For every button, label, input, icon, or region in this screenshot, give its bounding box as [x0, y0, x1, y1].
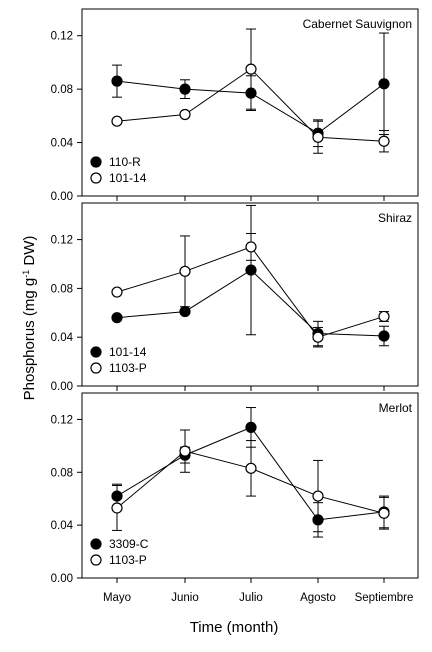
x-tick-label: Agosto — [300, 592, 336, 604]
legend-label: 3309-C — [109, 537, 149, 551]
data-point — [111, 490, 123, 502]
panel-title: Shiraz — [378, 211, 412, 225]
data-point — [312, 331, 324, 343]
data-point — [312, 131, 324, 143]
legend-label: 101-14 — [109, 345, 147, 359]
data-point — [179, 83, 191, 95]
legend-marker — [90, 156, 102, 168]
legend-marker — [90, 362, 102, 374]
y-tick-label: 0.12 — [51, 31, 73, 43]
data-point — [312, 514, 324, 526]
legend-marker — [90, 538, 102, 550]
y-tick-label: 0.04 — [51, 520, 74, 532]
legend-marker — [90, 172, 102, 184]
legend-label: 1103-P — [109, 553, 147, 567]
data-point — [245, 87, 257, 99]
data-point — [378, 330, 390, 342]
panels: 0.00 0.04 0.08 0.12 Cabernet Sauvignon 110-R 1… — [51, 8, 419, 604]
data-point — [378, 135, 390, 147]
x-tick-label: Septiembre — [355, 592, 414, 604]
legend-marker — [90, 346, 102, 358]
y-tick-label: 0.08 — [51, 283, 73, 295]
x-tick-label: Mayo — [103, 592, 131, 604]
y-tick-label: 0.00 — [51, 573, 73, 585]
x-axis-title: Time (month) — [190, 619, 279, 636]
panel-3: 0.00 0.04 0.08 0.12 Mayo Junio Julio Agosto Sept… — [51, 392, 419, 604]
x-tick-label: Junio — [171, 592, 199, 604]
plot-frame — [81, 202, 419, 387]
data-point — [378, 78, 390, 90]
y-axis-title-main: Phosphorus (mg g — [21, 278, 38, 401]
data-point — [378, 507, 390, 519]
data-point — [245, 63, 257, 75]
data-point — [111, 115, 123, 127]
data-point — [179, 305, 191, 318]
y-tick-label: 0.12 — [51, 414, 73, 426]
data-point — [111, 502, 123, 514]
legend-label: 110-R — [109, 155, 141, 169]
y-tick-label: 0.00 — [51, 191, 73, 203]
panel-1: 0.00 0.04 0.08 0.12 Cabernet Sauvignon 110-R 1… — [51, 8, 419, 203]
data-point — [245, 462, 257, 474]
panel-2: 0.00 0.04 0.08 0.12 Shiraz 101-14 1103-P — [51, 202, 419, 393]
series-1 — [116, 204, 389, 347]
data-point — [111, 75, 123, 87]
y-tick-label: 0.08 — [51, 84, 73, 96]
panel-title: Cabernet Sauvignon — [303, 17, 412, 31]
plot-frame — [81, 8, 419, 197]
data-point — [179, 265, 191, 277]
y-axis-title: Phosphorus (mg g-1 DW) — [21, 236, 38, 401]
data-point — [245, 241, 257, 253]
data-point — [179, 108, 191, 121]
data-point — [245, 264, 257, 276]
plot-frame — [81, 392, 419, 579]
legend-marker — [90, 554, 102, 566]
data-point — [245, 421, 257, 433]
x-tick-label: Julio — [239, 592, 263, 604]
data-point — [111, 286, 123, 298]
legend-label: 101-14 — [109, 171, 147, 185]
y-tick-label: 0.04 — [51, 138, 74, 150]
data-point — [312, 490, 324, 502]
data-point — [179, 445, 191, 457]
legend-label: 1103-P — [109, 361, 147, 375]
data-point — [378, 310, 390, 323]
y-tick-label: 0.00 — [51, 381, 73, 393]
y-tick-label: 0.08 — [51, 467, 73, 479]
y-tick-label: 0.12 — [51, 235, 73, 247]
y-axis-title-end: DW) — [21, 236, 38, 270]
panel-title: Merlot — [379, 401, 413, 415]
y-tick-label: 0.04 — [51, 332, 74, 344]
data-point — [111, 312, 123, 324]
y-axis-title-sup: -1 — [21, 270, 31, 278]
